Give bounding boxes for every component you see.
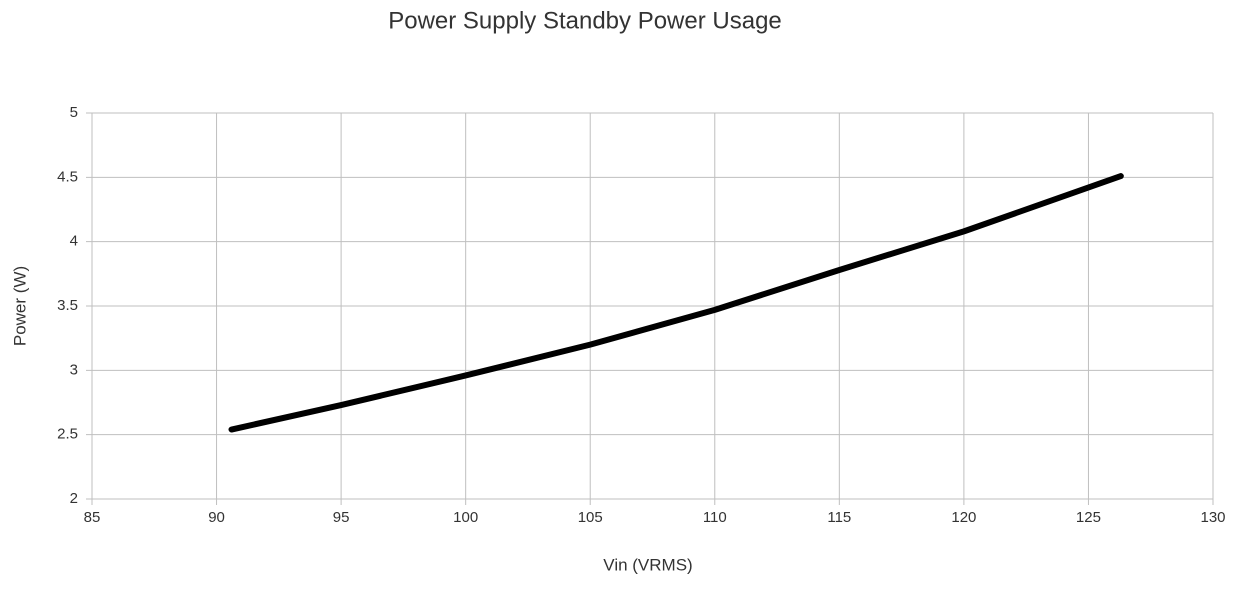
y-axis-label: Power (W) bbox=[10, 266, 29, 346]
y-tick-label: 5 bbox=[70, 104, 78, 121]
chart-title: Power Supply Standby Power Usage bbox=[388, 7, 782, 34]
y-tick-label: 2.5 bbox=[57, 426, 78, 443]
y-tick-label: 3 bbox=[70, 361, 78, 378]
data-line bbox=[228, 173, 1124, 433]
x-tick-label: 105 bbox=[578, 509, 603, 526]
y-tick-label: 4.5 bbox=[57, 168, 78, 185]
x-tick-label: 110 bbox=[703, 509, 727, 526]
y-tick-label: 4 bbox=[70, 233, 78, 250]
x-tick-label: 100 bbox=[453, 509, 478, 526]
x-tick-label: 130 bbox=[1200, 509, 1225, 526]
x-axis-label: Vin (VRMS) bbox=[603, 555, 692, 574]
y-tick-label: 2 bbox=[70, 490, 78, 507]
x-tick-label: 115 bbox=[827, 509, 851, 526]
x-tick-label: 120 bbox=[951, 509, 976, 526]
x-tick-label: 125 bbox=[1076, 509, 1101, 526]
x-tick-label: 95 bbox=[333, 509, 350, 526]
x-tick-label: 85 bbox=[84, 509, 101, 526]
y-tick-label: 3.5 bbox=[57, 297, 78, 314]
x-tick-label: 90 bbox=[208, 509, 225, 526]
